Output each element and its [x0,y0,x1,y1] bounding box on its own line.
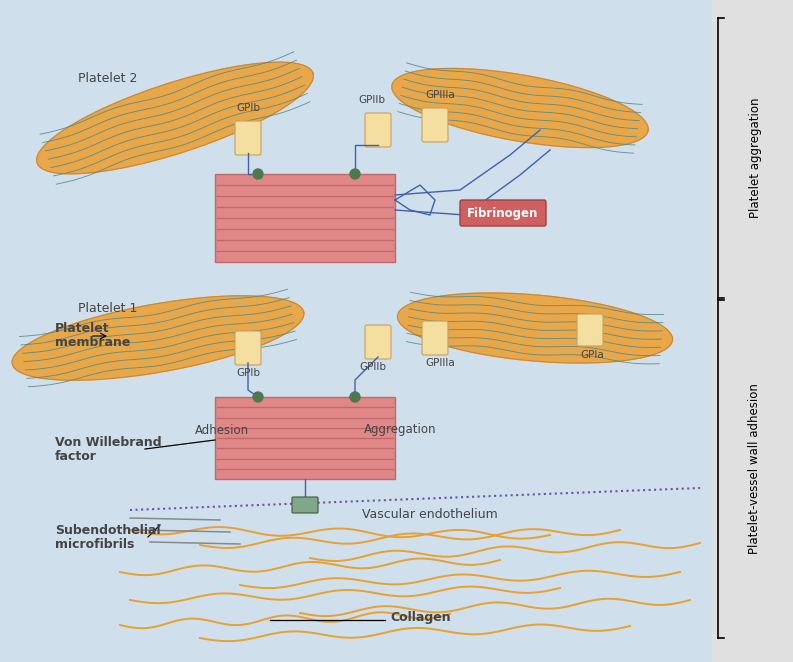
Polygon shape [12,296,304,380]
Text: GPIIIa: GPIIIa [425,358,455,368]
Text: Platelet-vessel wall adhesion: Platelet-vessel wall adhesion [749,383,761,555]
Text: Platelet 1: Platelet 1 [78,301,137,314]
FancyBboxPatch shape [235,331,261,365]
Text: Subendothelial: Subendothelial [55,524,161,536]
Text: Platelet 2: Platelet 2 [78,71,137,85]
Text: Platelet: Platelet [55,322,109,334]
Circle shape [350,169,360,179]
Text: factor: factor [55,449,97,463]
Text: microfibrils: microfibrils [55,538,134,551]
Bar [215,174,395,262]
Circle shape [253,169,263,179]
Text: GPIb: GPIb [236,103,260,113]
Text: Platelet aggregation: Platelet aggregation [749,98,761,218]
FancyBboxPatch shape [235,121,261,155]
FancyBboxPatch shape [292,497,318,513]
FancyBboxPatch shape [422,108,448,142]
Text: GPIb: GPIb [236,368,260,378]
Text: Collagen: Collagen [390,612,450,624]
Text: Adhesion: Adhesion [195,424,249,436]
FancyBboxPatch shape [365,325,391,359]
Bar [215,397,395,479]
Text: Fibrinogen: Fibrinogen [467,207,538,220]
Text: GPIIb: GPIIb [359,362,386,372]
Text: GPIIIa: GPIIIa [425,90,455,100]
Text: GPIa: GPIa [580,350,604,360]
Polygon shape [392,68,648,148]
Polygon shape [36,62,313,174]
Text: GPIIb: GPIIb [358,95,385,105]
FancyBboxPatch shape [365,113,391,147]
Text: Vascular endothelium: Vascular endothelium [362,508,498,520]
Text: Von Willebrand: Von Willebrand [55,436,162,448]
Circle shape [350,392,360,402]
FancyBboxPatch shape [460,200,546,226]
Circle shape [253,392,263,402]
Bar [712,0,793,662]
FancyBboxPatch shape [577,314,603,346]
FancyBboxPatch shape [422,321,448,355]
Text: Aggregation: Aggregation [364,424,436,436]
Text: membrane: membrane [55,336,130,348]
Polygon shape [397,293,672,363]
